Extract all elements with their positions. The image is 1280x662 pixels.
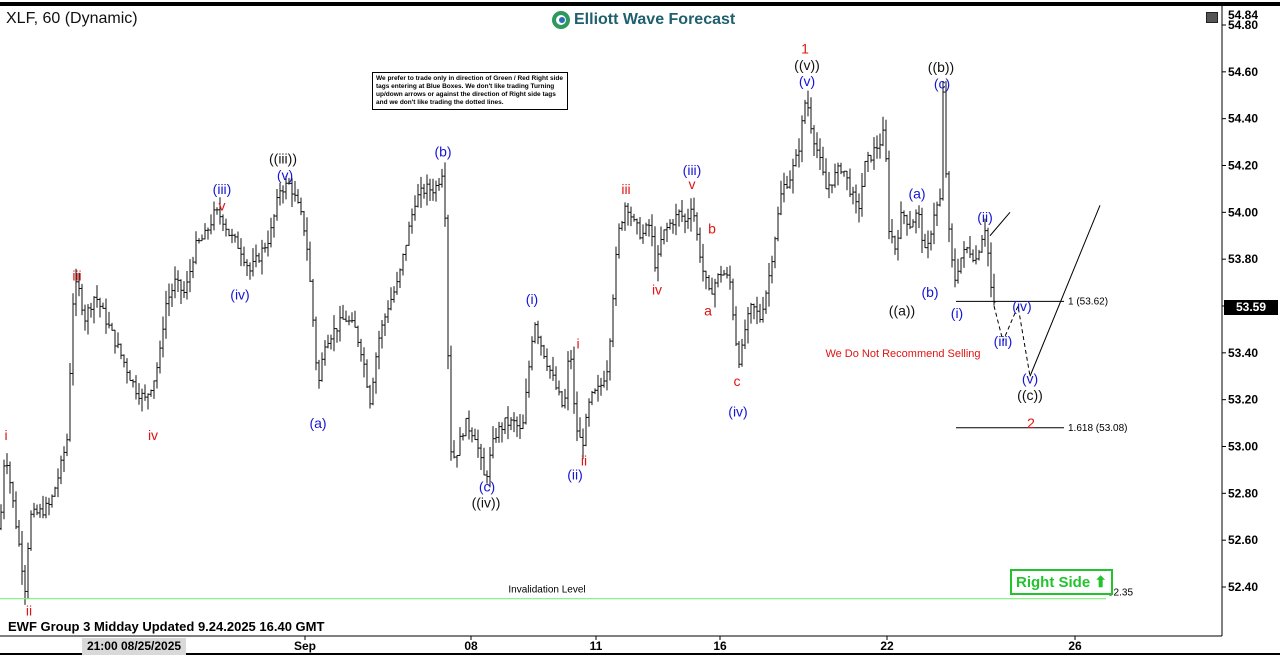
wave-label: (ii): [977, 209, 993, 225]
wave-label: (v): [799, 73, 815, 89]
y-tick-label: 52.60: [1228, 533, 1258, 547]
invalidation-label: Invalidation Level: [508, 585, 585, 596]
wave-label: iv: [652, 282, 662, 298]
right-side-label: Right Side: [1016, 574, 1091, 591]
wave-label: i: [576, 335, 579, 351]
wave-label: (i): [951, 305, 963, 321]
top-price-label: 54.84: [1228, 8, 1259, 22]
brand-name: Elliott Wave Forecast: [574, 11, 736, 28]
y-tick-label: 54.60: [1228, 65, 1258, 79]
wave-label: (b): [434, 143, 451, 159]
x-tick-label: 22: [880, 639, 894, 653]
cursor-date-label: 21:00 08/25/2025: [82, 638, 186, 655]
wave-label: (iv): [728, 403, 747, 419]
wave-label: (i): [526, 291, 538, 307]
wave-label: v: [689, 176, 696, 192]
wave-label: (b): [921, 284, 938, 300]
wave-label: (ii): [567, 467, 583, 483]
y-tick-label: 53.40: [1228, 346, 1258, 360]
x-tick-label: 11: [590, 639, 603, 653]
wave-label: 2: [1027, 415, 1035, 431]
y-tick-label: 54.40: [1228, 112, 1258, 126]
wave-label: a: [704, 303, 712, 319]
wave-label: v: [219, 197, 226, 213]
wave-label: ((iii)): [269, 150, 297, 166]
wave-label: (iii): [683, 162, 702, 178]
wave-label: ((v)): [794, 57, 820, 73]
y-tick-label: 54.20: [1228, 159, 1258, 173]
wave-label: ((b)): [928, 59, 954, 75]
wave-label: (a): [908, 186, 925, 202]
wave-label: (iii): [994, 333, 1013, 349]
chart-title: XLF, 60 (Dynamic): [6, 10, 138, 27]
wave-label: 1: [801, 40, 809, 56]
wave-label: ((a)): [889, 303, 915, 319]
invalidation-value: 52.35: [1108, 588, 1133, 599]
up-arrow-icon: ⬆: [1094, 574, 1107, 591]
wave-label: b: [708, 221, 716, 237]
x-tick-label: Sep: [294, 639, 316, 653]
wave-label: iii: [72, 268, 81, 284]
no-sell-annotation: We Do Not Recommend Selling: [825, 348, 980, 360]
right-side-tag: Right Side ⬆: [1010, 569, 1113, 595]
brand-logo: Elliott Wave Forecast: [552, 11, 735, 29]
brand-icon: [552, 11, 570, 29]
wave-label: i: [4, 427, 7, 443]
wave-label: (v): [1022, 371, 1038, 387]
x-tick-label: 26: [1068, 639, 1082, 653]
x-tick-label: 08: [464, 639, 478, 653]
trading-notice: We prefer to trade only in direction of …: [372, 72, 568, 110]
chart-background: [0, 4, 1280, 657]
wave-label: (c): [934, 76, 950, 92]
wave-label: (c): [479, 478, 495, 494]
wave-label: iii: [621, 181, 630, 197]
y-tick-label: 53.80: [1228, 252, 1258, 266]
fib-level-label: 1 (53.62): [1068, 296, 1108, 307]
last-price-tag: 53.59: [1224, 300, 1278, 315]
y-tick-label: 53.00: [1228, 440, 1258, 454]
screenshot-icon[interactable]: [1206, 12, 1218, 23]
wave-label: (v): [277, 167, 293, 183]
wave-label: (iii): [213, 181, 232, 197]
wave-label: (iv): [1012, 298, 1031, 314]
y-tick-label: 53.20: [1228, 393, 1258, 407]
y-tick-label: 54.00: [1228, 205, 1258, 219]
wave-label: (a): [309, 415, 326, 431]
wave-label: ii: [26, 602, 32, 618]
wave-label: ii: [581, 453, 587, 469]
wave-label: iv: [148, 427, 158, 443]
fib-level-label: 1.618 (53.08): [1068, 423, 1128, 434]
wave-label: (iv): [230, 286, 249, 302]
wave-label: c: [734, 373, 741, 389]
projection-line-up: [1029, 205, 1101, 377]
y-tick-label: 54.80: [1228, 18, 1258, 32]
wave-label: ((c)): [1017, 387, 1043, 403]
x-tick-label: 16: [713, 639, 727, 653]
update-stamp: EWF Group 3 Midday Updated 9.24.2025 16.…: [8, 619, 325, 634]
wave-label: ((iv)): [472, 495, 501, 511]
y-tick-label: 52.40: [1228, 580, 1258, 594]
projection-line: [989, 212, 1011, 237]
y-tick-label: 52.80: [1228, 486, 1258, 500]
